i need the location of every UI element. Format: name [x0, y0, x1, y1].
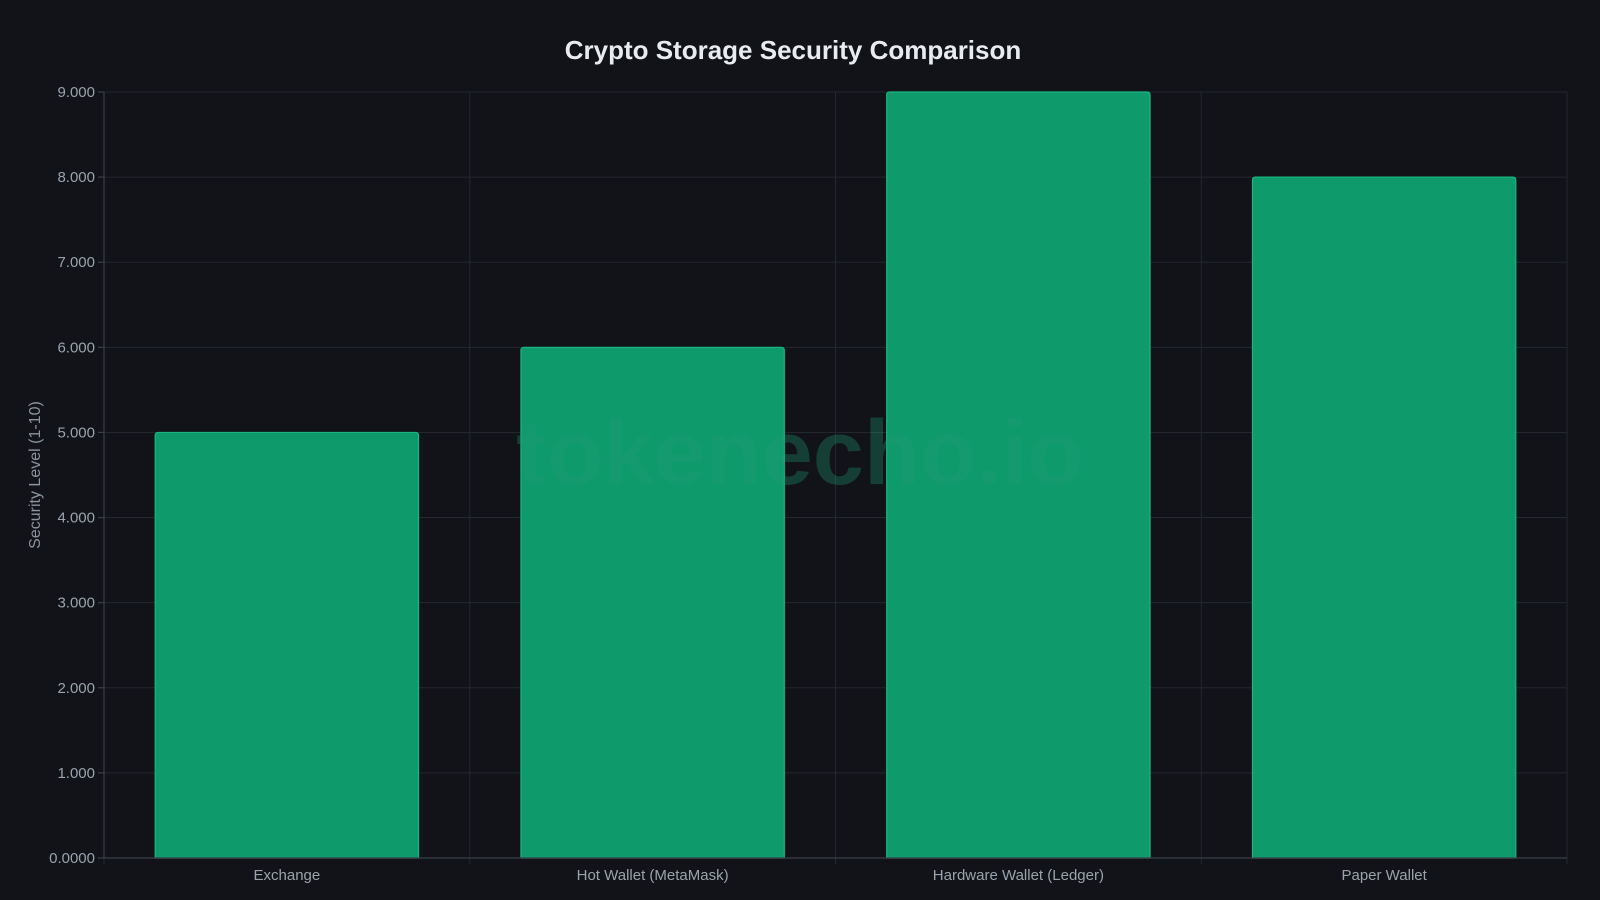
y-tick-label: 1.000 — [57, 765, 95, 782]
y-tick-label: 5.000 — [57, 424, 95, 441]
y-tick-label: 4.000 — [57, 510, 95, 527]
axis-layer: 0.0000 1.000 2.000 3.000 4.000 5.000 6.000 7.00… — [49, 84, 1567, 884]
bar-layer — [154, 91, 1517, 859]
watermark-text: tokenecho.io — [516, 402, 1083, 504]
bar-paper-wallet[interactable] — [1251, 176, 1517, 859]
y-tick-label: 7.000 — [57, 254, 95, 271]
y-axis-title: Security Level (1-10) — [27, 401, 44, 549]
x-tick-label: Paper Wallet — [1341, 867, 1427, 884]
y-tick-label: 2.000 — [57, 680, 95, 697]
y-tick-label: 8.000 — [57, 169, 95, 186]
bar-hardware-wallet-ledger[interactable] — [886, 91, 1151, 859]
bar-exchange[interactable] — [154, 431, 420, 859]
bar-hot-wallet-metamask[interactable] — [520, 346, 785, 859]
chart-title: Crypto Storage Security Comparison — [565, 35, 1022, 65]
x-tick-label: Hardware Wallet (Ledger) — [933, 867, 1104, 884]
y-tick-label: 6.000 — [57, 339, 95, 356]
y-tick-label: 9.000 — [57, 84, 95, 101]
x-tick-label: Hot Wallet (MetaMask) — [577, 867, 729, 884]
y-tick-label: 3.000 — [57, 595, 95, 612]
x-tick-label: Exchange — [254, 867, 321, 884]
y-tick-label: 0.0000 — [49, 850, 95, 867]
